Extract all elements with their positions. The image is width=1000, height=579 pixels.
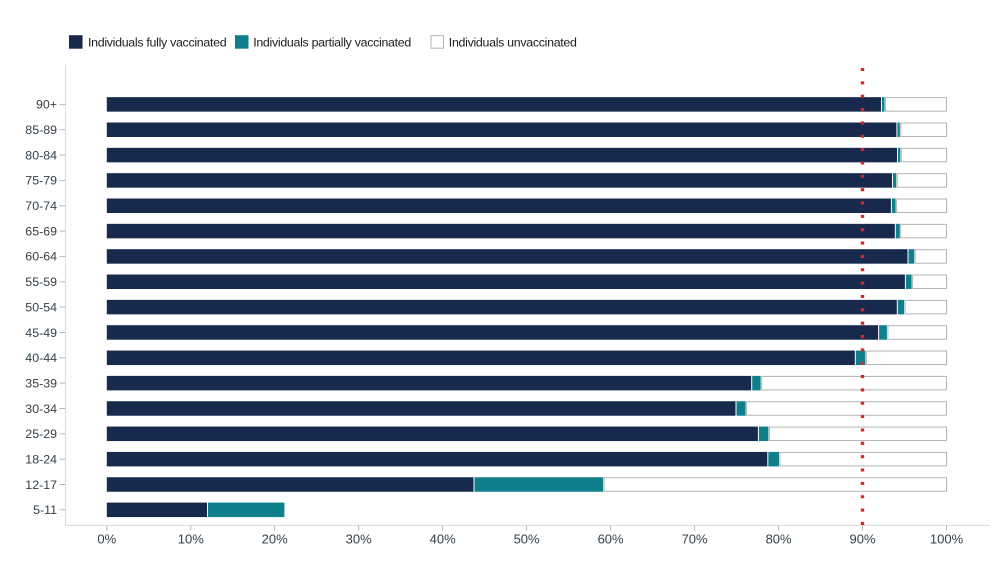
svg-text:85-89: 85-89 [25,123,57,137]
svg-text:75-79: 75-79 [25,174,57,188]
svg-text:100%: 100% [930,532,964,547]
svg-text:Individuals fully vaccinated: Individuals fully vaccinated [88,35,227,49]
svg-text:90%: 90% [849,532,875,547]
svg-text:45-49: 45-49 [25,326,57,340]
svg-text:30-34: 30-34 [25,402,57,416]
svg-text:30%: 30% [346,532,372,547]
svg-text:60-64: 60-64 [25,250,57,264]
svg-text:70-74: 70-74 [25,199,57,213]
svg-text:18-24: 18-24 [25,453,57,467]
svg-text:80%: 80% [766,532,792,547]
svg-text:65-69: 65-69 [25,224,57,238]
svg-text:40-44: 40-44 [25,351,57,365]
svg-text:Individuals partially vaccinat: Individuals partially vaccinated [253,35,411,49]
svg-text:5-11: 5-11 [33,503,57,517]
svg-text:20%: 20% [262,532,288,547]
svg-text:40%: 40% [430,532,456,547]
svg-text:50-54: 50-54 [25,300,57,314]
svg-text:0%: 0% [97,532,116,547]
svg-text:70%: 70% [682,532,708,547]
svg-text:90+: 90+ [36,98,57,112]
svg-text:10%: 10% [178,532,204,547]
svg-text:Individuals unvaccinated: Individuals unvaccinated [449,35,577,49]
svg-text:25-29: 25-29 [25,427,57,441]
svg-text:80-84: 80-84 [25,148,57,162]
svg-text:12-17: 12-17 [25,478,57,492]
svg-text:55-59: 55-59 [25,275,57,289]
svg-text:60%: 60% [598,532,624,547]
svg-text:35-39: 35-39 [25,376,57,390]
svg-text:50%: 50% [514,532,540,547]
